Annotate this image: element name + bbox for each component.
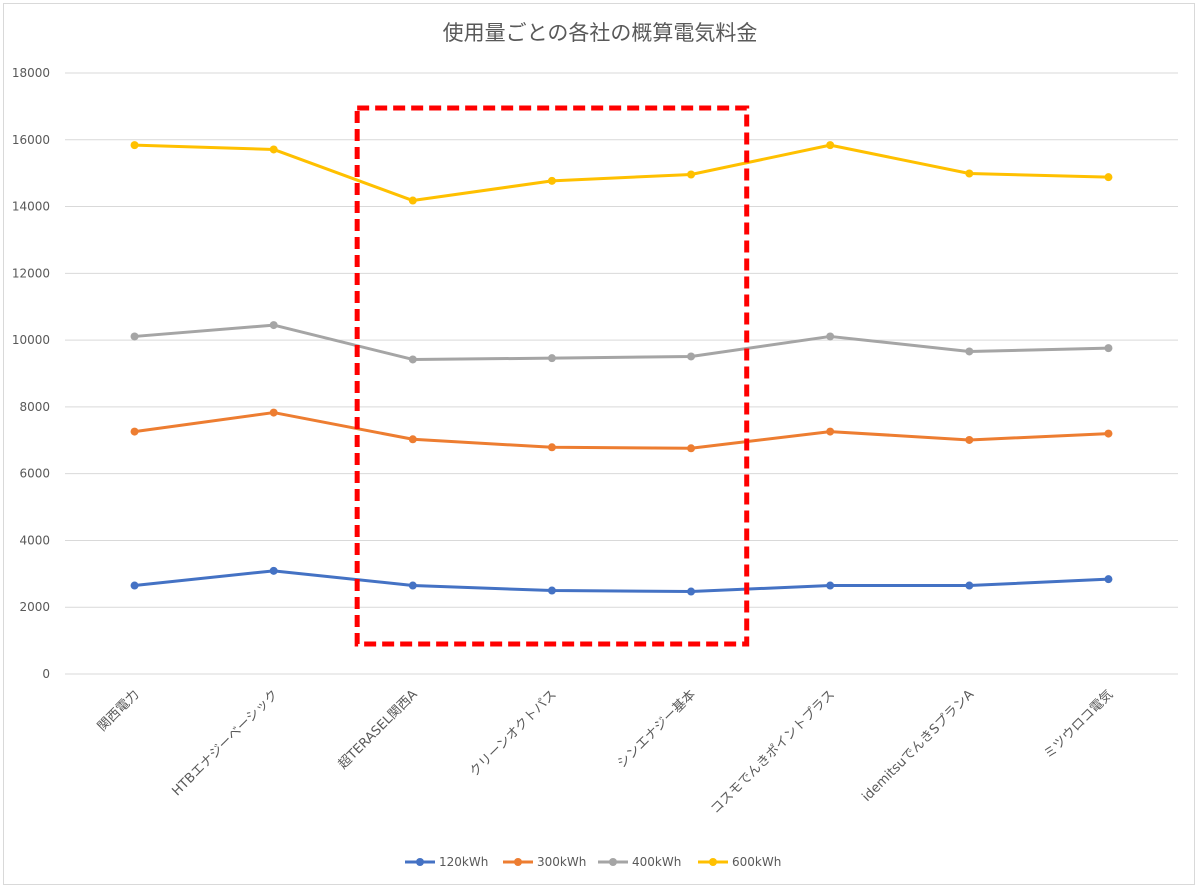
legend-label: 300kWh xyxy=(537,855,586,869)
data-point xyxy=(408,196,417,205)
legend-swatch-marker xyxy=(709,858,717,866)
legend: 120kWh 300kWh 400kWh 600kWh xyxy=(405,855,781,869)
legend-item: 400kWh xyxy=(598,855,681,869)
data-point xyxy=(687,587,696,596)
data-point xyxy=(408,581,417,590)
y-tick-label: 8000 xyxy=(19,400,50,414)
series-line xyxy=(134,143,1109,203)
y-tick-label: 16000 xyxy=(12,133,50,147)
legend-label: 400kWh xyxy=(632,855,681,869)
data-point xyxy=(1104,575,1113,584)
y-tick-label: 12000 xyxy=(12,266,50,280)
y-tick-label: 4000 xyxy=(19,533,50,547)
legend-item: 600kWh xyxy=(698,855,781,869)
data-point xyxy=(965,169,974,178)
legend-swatch-marker xyxy=(416,858,424,866)
data-point xyxy=(826,581,835,590)
data-point xyxy=(965,581,974,590)
data-point xyxy=(687,352,696,361)
x-tick-label: idemitsuでんきSプランA xyxy=(859,687,977,805)
x-tick-label: ミツウロコ電気 xyxy=(1041,687,1117,763)
legend-swatch-marker xyxy=(609,858,617,866)
series-line xyxy=(134,569,1109,594)
y-tick-label: 0 xyxy=(42,667,50,681)
legend-label: 600kWh xyxy=(732,855,781,869)
x-tick-label: コスモでんきポイントプラス xyxy=(708,687,838,817)
series-120kWh xyxy=(130,566,1113,596)
series-line xyxy=(134,323,1109,361)
data-point xyxy=(130,141,139,150)
series-400kWh xyxy=(130,321,1113,364)
data-point xyxy=(130,427,139,436)
data-point xyxy=(826,332,835,341)
y-tick-label: 18000 xyxy=(12,66,50,80)
chart-title: 使用量ごとの各社の概算電気料金 xyxy=(443,21,758,45)
legend-swatch-marker xyxy=(514,858,522,866)
series-group xyxy=(130,141,1113,596)
series-300kWh xyxy=(130,408,1113,453)
y-tick-label: 14000 xyxy=(12,200,50,214)
data-point xyxy=(965,347,974,356)
data-point xyxy=(1104,429,1113,438)
data-point xyxy=(408,435,417,444)
data-point xyxy=(547,354,556,363)
data-point xyxy=(408,355,417,364)
x-tick-label: クリーンオクトパス xyxy=(467,687,560,780)
data-point xyxy=(547,176,556,185)
data-point xyxy=(687,444,696,453)
legend-item: 300kWh xyxy=(503,855,586,869)
x-tick-label: 超TERASEL関西A xyxy=(336,687,421,772)
data-point xyxy=(826,141,835,150)
data-point xyxy=(130,581,139,590)
series-line xyxy=(134,411,1109,450)
y-axis: 0 2000 4000 6000 8000 10000 12000 14000 16000 180… xyxy=(12,66,50,681)
data-point xyxy=(965,435,974,444)
legend-label: 120kWh xyxy=(439,855,488,869)
y-tick-label: 2000 xyxy=(19,600,50,614)
x-axis: 関西電力 HTBエナジーベーシック 超TERASEL関西A クリーンオクトパス シンエナ… xyxy=(95,687,1116,818)
annotation-group xyxy=(354,105,750,647)
x-tick-label: シンエナジー基本 xyxy=(615,687,699,771)
data-point xyxy=(826,427,835,436)
legend-item: 120kWh xyxy=(405,855,488,869)
data-point xyxy=(269,566,278,575)
gridlines xyxy=(65,72,1178,675)
data-point xyxy=(269,145,278,154)
x-tick-label: HTBエナジーベーシック xyxy=(170,687,282,799)
y-tick-label: 6000 xyxy=(19,467,50,481)
data-point xyxy=(547,586,556,595)
data-point xyxy=(130,332,139,341)
y-tick-label: 10000 xyxy=(12,333,50,347)
data-point xyxy=(547,443,556,452)
x-tick-label: 関西電力 xyxy=(95,687,142,734)
data-point xyxy=(1104,344,1113,353)
chart-frame xyxy=(3,3,1195,885)
data-point xyxy=(687,170,696,179)
data-point xyxy=(269,321,278,330)
dashed-highlight-box xyxy=(354,105,750,647)
data-point xyxy=(269,408,278,417)
data-point xyxy=(1104,173,1113,182)
series-600kWh xyxy=(130,141,1113,205)
